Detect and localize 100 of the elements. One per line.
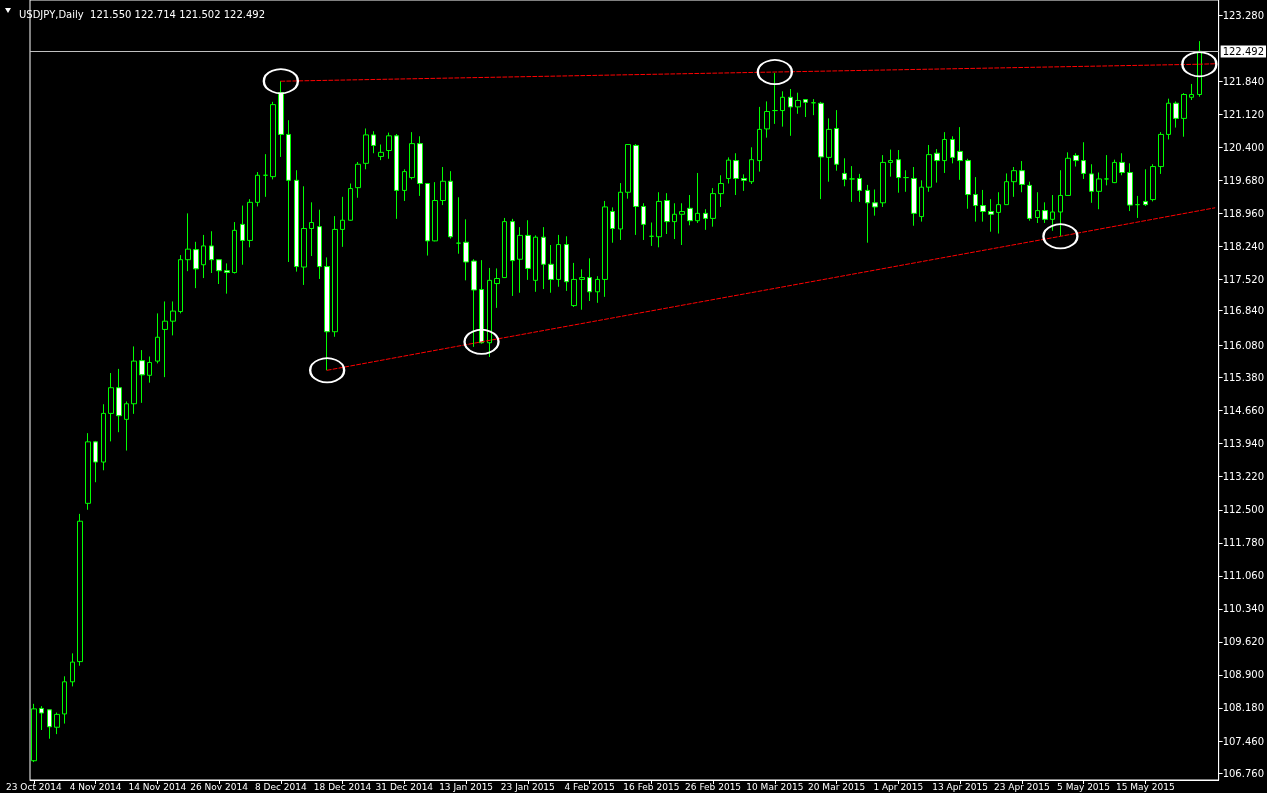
candlestick bbox=[1011, 166, 1017, 198]
x-tick-label: 31 Dec 2014 bbox=[375, 781, 434, 792]
candlestick bbox=[371, 130, 376, 154]
candlestick bbox=[795, 92, 801, 115]
candlestick bbox=[101, 403, 106, 471]
candlestick bbox=[764, 100, 770, 139]
candlestick bbox=[1173, 100, 1179, 129]
candlestick bbox=[957, 126, 963, 181]
candlestick bbox=[579, 268, 585, 311]
candlestick bbox=[1150, 163, 1156, 202]
candlestick bbox=[973, 176, 978, 223]
candlestick bbox=[425, 183, 430, 257]
candlestick bbox=[139, 349, 145, 404]
candlestick bbox=[911, 166, 917, 227]
candlestick bbox=[247, 198, 253, 248]
x-tick-label: 26 Feb 2015 bbox=[685, 781, 742, 792]
y-tick-label: 117.520 bbox=[1222, 273, 1265, 285]
candlestick bbox=[85, 432, 91, 511]
candlestick bbox=[625, 144, 631, 200]
y-tick-label: 109.620 bbox=[1222, 636, 1265, 648]
candlestick bbox=[463, 218, 469, 281]
candlestick bbox=[517, 226, 523, 294]
y-tick-label: 123.280 bbox=[1222, 9, 1265, 21]
candlestick bbox=[772, 72, 778, 125]
candlestick bbox=[780, 90, 785, 128]
candlestick bbox=[826, 117, 832, 183]
y-tick-label: 112.500 bbox=[1222, 504, 1265, 516]
candlestick bbox=[456, 196, 461, 255]
y-tick-label: 108.900 bbox=[1222, 669, 1265, 681]
candlestick bbox=[448, 170, 453, 240]
candlestick bbox=[1189, 83, 1194, 101]
candlestick bbox=[872, 188, 878, 217]
candlestick bbox=[155, 312, 160, 364]
text: USDJPY,Daily 121.550 122.714 121.502 122.492 bbox=[19, 8, 266, 20]
candlestick bbox=[1065, 151, 1071, 196]
candlestick bbox=[301, 185, 307, 286]
candlestick bbox=[695, 172, 700, 224]
candlestick bbox=[47, 709, 52, 740]
candlestick bbox=[70, 652, 75, 687]
candlestick bbox=[340, 196, 345, 248]
candlestick bbox=[618, 182, 623, 241]
candlestick bbox=[378, 144, 384, 161]
ref-line-label: 122.492 bbox=[1222, 45, 1265, 57]
candlestick bbox=[224, 262, 230, 295]
x-tick-label: 13 Jan 2015 bbox=[439, 781, 494, 792]
candlestick bbox=[386, 132, 392, 160]
x-tick-label: 1 Apr 2015 bbox=[873, 781, 924, 792]
y-tick-label: 116.080 bbox=[1222, 339, 1265, 351]
candlestick bbox=[1027, 181, 1032, 222]
candlestick bbox=[193, 241, 199, 289]
candlestick bbox=[1004, 172, 1009, 206]
candlestick bbox=[610, 206, 615, 244]
candlestick bbox=[1035, 191, 1040, 224]
candlestick bbox=[865, 184, 870, 244]
candlestick bbox=[270, 101, 276, 180]
candlestick bbox=[703, 208, 708, 231]
candlestick bbox=[54, 712, 60, 735]
y-tick-label: 113.940 bbox=[1222, 438, 1265, 450]
candlestick bbox=[440, 166, 446, 206]
candlestick bbox=[409, 131, 415, 180]
candlestick bbox=[926, 144, 932, 193]
candlestick bbox=[656, 191, 662, 248]
y-tick-label: 113.220 bbox=[1222, 471, 1265, 483]
x-tick-label: 14 Nov 2014 bbox=[128, 781, 187, 792]
candlestick bbox=[487, 267, 492, 358]
y-tick-label: 108.180 bbox=[1222, 702, 1265, 714]
y-tick-label: 111.060 bbox=[1222, 570, 1265, 582]
candlestick bbox=[1050, 194, 1055, 232]
candlestick bbox=[1042, 201, 1048, 224]
candlestick bbox=[263, 153, 268, 198]
x-tick-label: 23 Jan 2015 bbox=[500, 781, 555, 792]
candlestick bbox=[842, 157, 847, 187]
y-tick-label: 118.240 bbox=[1222, 240, 1265, 252]
candlestick bbox=[1104, 154, 1109, 186]
y-tick-label: 115.380 bbox=[1222, 372, 1265, 384]
candlestick bbox=[525, 219, 531, 281]
candlestick bbox=[502, 217, 507, 279]
candlestick bbox=[556, 234, 561, 288]
candlestick bbox=[726, 156, 731, 185]
candlestick bbox=[1081, 141, 1086, 180]
candlestick bbox=[510, 218, 515, 297]
candlestick bbox=[62, 675, 67, 725]
candlestick bbox=[1143, 168, 1148, 207]
x-tick-label: 4 Feb 2015 bbox=[564, 781, 615, 792]
candlestick bbox=[996, 191, 1001, 235]
candlestick bbox=[170, 300, 176, 336]
candlestick bbox=[811, 98, 816, 116]
candlestick bbox=[880, 154, 886, 208]
candlestick bbox=[402, 168, 407, 202]
candlestick bbox=[286, 119, 291, 263]
candlestick bbox=[687, 194, 693, 226]
candlestick bbox=[178, 254, 183, 314]
candlestick bbox=[348, 183, 353, 222]
candlestick bbox=[980, 189, 986, 223]
y-tick-label: 121.120 bbox=[1222, 108, 1265, 120]
candlestick bbox=[294, 169, 299, 273]
candlestick bbox=[641, 202, 646, 241]
candlestick bbox=[355, 161, 361, 199]
candlestick bbox=[255, 171, 260, 207]
candlestick bbox=[417, 135, 423, 197]
